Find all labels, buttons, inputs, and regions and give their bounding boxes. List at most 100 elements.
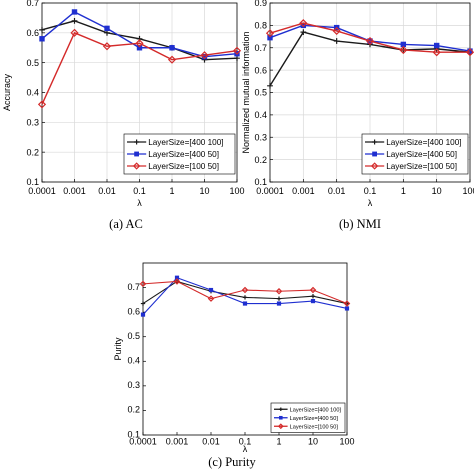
legend-swatch-marker [279, 407, 283, 412]
x-axis-label: λ [243, 444, 248, 454]
y-tick-label: 0.1 [254, 177, 267, 187]
data-point [208, 287, 214, 293]
legend-label: LayerSize=[400 50] [290, 416, 339, 422]
x-tick-label: 10 [432, 186, 442, 196]
legend-item: LayerSize=[100 50] [274, 423, 339, 430]
data-point [71, 18, 78, 24]
y-axis-label: Accuracy [2, 73, 12, 111]
data-point [333, 38, 340, 44]
y-tick-label: 0.2 [26, 147, 39, 157]
data-point [310, 294, 316, 299]
y-tick-label: 0.5 [26, 58, 39, 68]
x-tick-label: 0.01 [328, 186, 346, 196]
legend-item: LayerSize=[400 100] [365, 138, 462, 147]
series-line [142, 280, 348, 305]
data-point [343, 300, 351, 307]
y-tick-label: 0.6 [254, 65, 267, 75]
caption-ac: (a) AC [109, 217, 143, 231]
y-tick-label: 0.6 [26, 28, 39, 38]
x-tick-label: 0.01 [202, 437, 220, 447]
legend: LayerSize=[400 100] LayerSize=[400 50] Lay… [361, 133, 469, 175]
x-axis-label: λ [137, 198, 142, 208]
x-tick-label: 100 [229, 186, 244, 196]
data-point [167, 55, 177, 64]
data-point [200, 51, 209, 60]
data-point [232, 46, 242, 55]
data-point [37, 100, 47, 109]
data-point [241, 286, 249, 294]
y-tick-label: 0.8 [254, 21, 267, 31]
y-tick-label: 0.2 [127, 405, 140, 415]
data-point [433, 42, 440, 49]
legend-swatch-marker [132, 162, 141, 170]
data-point [332, 26, 341, 36]
legend-item: LayerSize=[400 100] [127, 138, 224, 147]
legend-swatch-marker [372, 139, 378, 145]
x-tick-label: 0.01 [98, 186, 116, 196]
data-point [169, 45, 175, 51]
x-tick-label: 0.0001 [28, 186, 56, 196]
y-tick-label: 0.4 [26, 88, 39, 98]
y-tick-label: 0.4 [127, 356, 140, 366]
y-tick-label: 0.3 [254, 132, 267, 142]
data-point [276, 301, 282, 306]
data-point [104, 25, 110, 32]
data-point [39, 26, 45, 33]
legend-item: LayerSize=[400 100] [274, 407, 342, 413]
legend-label: LayerSize=[100 50] [148, 162, 219, 171]
data-point [242, 295, 248, 300]
data-point [344, 306, 350, 311]
data-point [265, 29, 275, 38]
legend-label: LayerSize=[400 100] [148, 138, 223, 147]
series-red [37, 28, 242, 109]
data-point [309, 286, 317, 294]
data-point [207, 295, 215, 302]
legend: LayerSize=[400 100] LayerSize=[400 50] Lay… [270, 402, 346, 433]
series-black [39, 18, 240, 63]
legend-item: LayerSize=[100 50] [127, 162, 219, 171]
series-line [269, 22, 470, 53]
chart-1: 0.0001 0.001 0.01 0.1 1 10 100 0.1 0.2 0.3 0.4 0.5 0… [2, 0, 245, 208]
x-tick-label: 1 [169, 186, 174, 196]
x-tick-label: 0.001 [63, 186, 86, 196]
legend-label: LayerSize=[100 50] [386, 162, 457, 171]
data-point [140, 312, 146, 317]
data-point [136, 45, 143, 51]
legend-label: LayerSize=[400 50] [386, 150, 457, 159]
x-tick-label: 1 [401, 186, 406, 196]
y-tick-label: 0.1 [127, 429, 140, 439]
data-point [275, 287, 283, 295]
legend-label: LayerSize=[400 50] [148, 150, 219, 159]
y-tick-label: 0.5 [127, 331, 140, 341]
legend-swatch-marker [134, 139, 140, 145]
y-tick-label: 0.5 [254, 88, 267, 98]
x-tick-label: 0.001 [166, 437, 189, 447]
data-point [276, 296, 282, 301]
legend-item: LayerSize=[400 50] [127, 150, 219, 159]
data-point [70, 28, 79, 37]
data-point [173, 278, 181, 285]
chart-3: 0.0001 0.001 0.01 0.1 1 10 100 0.1 0.2 0.3 0.4 0.5 0… [113, 262, 355, 454]
legend: LayerSize=[400 100] LayerSize=[400 50] Lay… [123, 133, 236, 175]
legend-swatch-marker [372, 151, 377, 157]
x-tick-label: 0.1 [364, 186, 377, 196]
y-tick-label: 0.4 [254, 110, 267, 120]
legend-label: LayerSize=[400 100] [386, 138, 461, 147]
data-point [365, 36, 375, 46]
y-tick-label: 0.3 [127, 380, 140, 390]
caption-purity: (c) Purity [208, 455, 256, 469]
legend-label: LayerSize=[400 100] [290, 407, 342, 413]
x-tick-label: 0.0001 [129, 437, 157, 447]
y-tick-label: 0.7 [254, 43, 267, 53]
data-point [300, 29, 307, 35]
data-point [310, 298, 316, 304]
legend-label: LayerSize=[100 50] [290, 424, 339, 430]
y-tick-label: 0.6 [127, 306, 140, 316]
x-tick-label: 0.1 [239, 437, 252, 447]
data-point [299, 19, 308, 28]
series-red [265, 19, 474, 57]
series-red [139, 278, 351, 307]
data-point [140, 301, 146, 306]
y-axis-label: Normalized mutual information [241, 31, 251, 153]
x-tick-label: 0.001 [292, 186, 315, 196]
